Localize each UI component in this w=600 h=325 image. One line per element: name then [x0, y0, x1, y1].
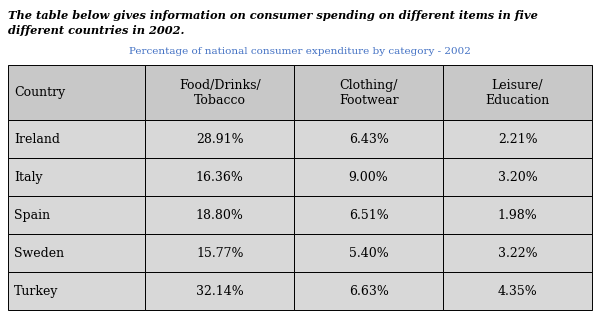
- Bar: [145, 196, 294, 234]
- Text: The table below gives information on consumer spending on different items in fiv: The table below gives information on con…: [8, 10, 538, 36]
- Bar: [294, 65, 443, 120]
- Bar: [443, 158, 592, 196]
- Text: Sweden: Sweden: [14, 247, 64, 260]
- Text: Food/Drinks/
Tobacco: Food/Drinks/ Tobacco: [179, 79, 260, 107]
- Bar: [145, 272, 294, 310]
- Text: 9.00%: 9.00%: [349, 171, 388, 184]
- Text: 18.80%: 18.80%: [196, 209, 244, 222]
- Bar: [8, 234, 145, 272]
- Text: 6.43%: 6.43%: [349, 133, 389, 146]
- Bar: [443, 272, 592, 310]
- Bar: [294, 234, 443, 272]
- Text: 3.22%: 3.22%: [498, 247, 538, 260]
- Text: 4.35%: 4.35%: [497, 284, 538, 297]
- Text: 5.40%: 5.40%: [349, 247, 388, 260]
- Bar: [8, 196, 145, 234]
- Text: 16.36%: 16.36%: [196, 171, 244, 184]
- Bar: [8, 158, 145, 196]
- Bar: [443, 234, 592, 272]
- Bar: [145, 158, 294, 196]
- Text: Country: Country: [14, 86, 65, 99]
- Bar: [145, 234, 294, 272]
- Text: Percentage of national consumer expenditure by category - 2002: Percentage of national consumer expendit…: [129, 47, 471, 56]
- Bar: [294, 272, 443, 310]
- Bar: [443, 120, 592, 158]
- Bar: [294, 158, 443, 196]
- Bar: [294, 120, 443, 158]
- Text: 2.21%: 2.21%: [498, 133, 538, 146]
- Text: 6.51%: 6.51%: [349, 209, 388, 222]
- Bar: [8, 65, 145, 120]
- Bar: [145, 65, 294, 120]
- Text: 28.91%: 28.91%: [196, 133, 244, 146]
- Text: Leisure/
Education: Leisure/ Education: [485, 79, 550, 107]
- Bar: [8, 120, 145, 158]
- Text: 6.63%: 6.63%: [349, 284, 389, 297]
- Bar: [145, 120, 294, 158]
- Text: 15.77%: 15.77%: [196, 247, 244, 260]
- Text: 1.98%: 1.98%: [497, 209, 538, 222]
- Text: Turkey: Turkey: [14, 284, 59, 297]
- Text: 32.14%: 32.14%: [196, 284, 244, 297]
- Text: Italy: Italy: [14, 171, 43, 184]
- Text: Ireland: Ireland: [14, 133, 60, 146]
- Bar: [443, 196, 592, 234]
- Bar: [8, 272, 145, 310]
- Bar: [443, 65, 592, 120]
- Text: Clothing/
Footwear: Clothing/ Footwear: [339, 79, 398, 107]
- Text: 3.20%: 3.20%: [497, 171, 538, 184]
- Text: Spain: Spain: [14, 209, 50, 222]
- Bar: [294, 196, 443, 234]
